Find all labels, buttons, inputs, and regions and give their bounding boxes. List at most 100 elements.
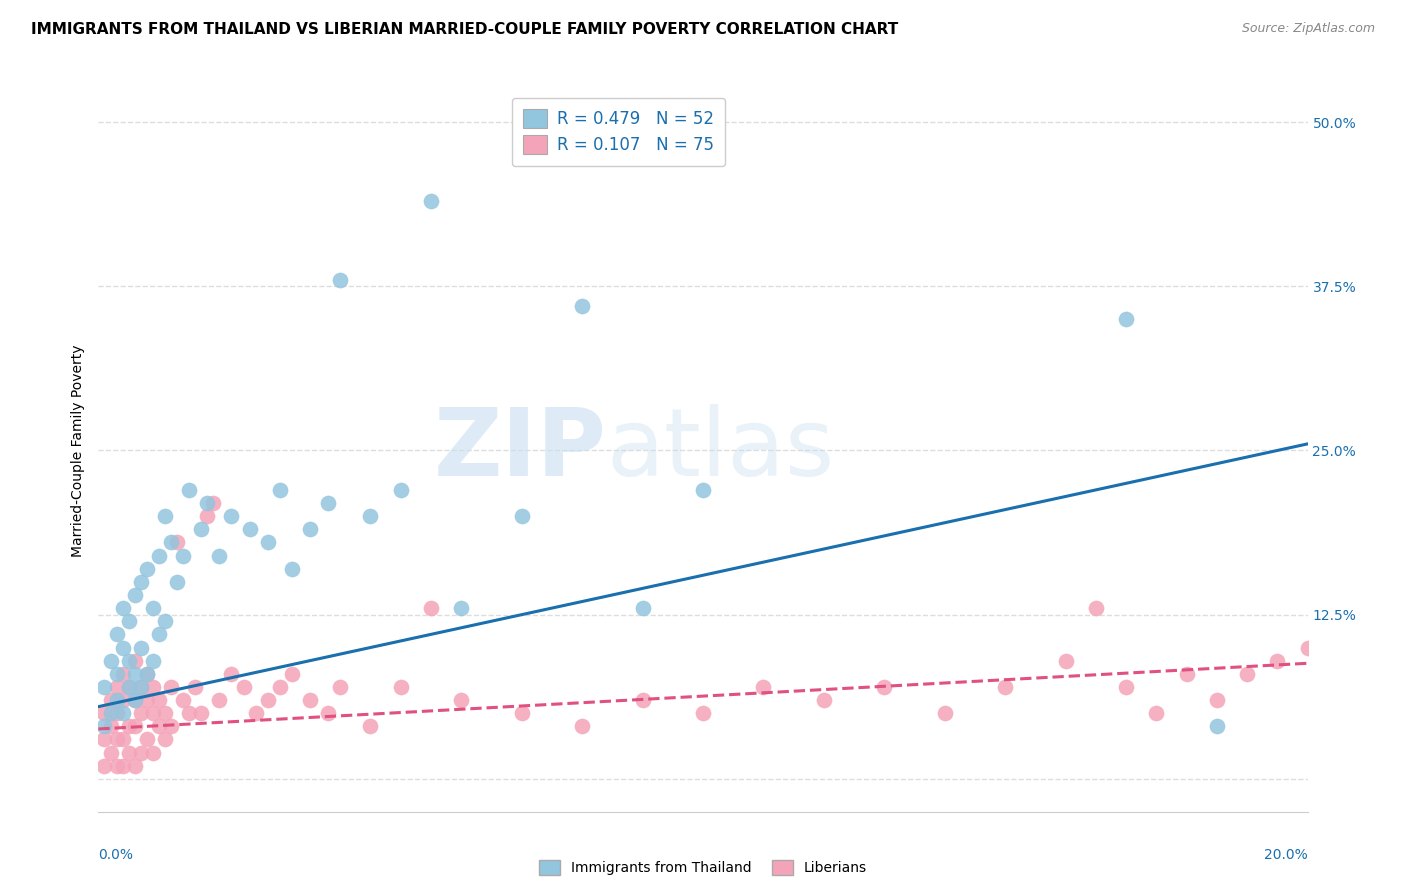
- Point: [1206, 693, 1229, 707]
- Point: [752, 680, 775, 694]
- Point: [420, 601, 443, 615]
- Point: [124, 719, 146, 733]
- Point: [135, 666, 157, 681]
- Point: [166, 574, 188, 589]
- Point: [269, 483, 291, 497]
- Point: [129, 706, 152, 721]
- Point: [124, 588, 146, 602]
- Point: [813, 693, 835, 707]
- Point: [93, 719, 115, 733]
- Point: [994, 680, 1017, 694]
- Point: [208, 549, 231, 563]
- Point: [934, 706, 956, 721]
- Point: [105, 693, 128, 707]
- Point: [179, 706, 201, 721]
- Point: [299, 522, 322, 536]
- Point: [160, 680, 183, 694]
- Point: [256, 693, 278, 707]
- Point: [160, 535, 183, 549]
- Point: [202, 496, 225, 510]
- Point: [100, 654, 122, 668]
- Point: [100, 746, 122, 760]
- Point: [692, 483, 714, 497]
- Point: [124, 758, 146, 772]
- Point: [93, 758, 115, 772]
- Point: [129, 680, 152, 694]
- Point: [148, 693, 170, 707]
- Point: [135, 693, 157, 707]
- Point: [105, 732, 128, 747]
- Point: [221, 509, 243, 524]
- Point: [111, 732, 134, 747]
- Point: [111, 758, 134, 772]
- Point: [105, 680, 128, 694]
- Point: [129, 640, 152, 655]
- Point: [420, 194, 443, 208]
- Point: [153, 706, 176, 721]
- Point: [245, 706, 267, 721]
- Point: [172, 693, 194, 707]
- Point: [873, 680, 896, 694]
- Text: 0.0%: 0.0%: [98, 847, 134, 862]
- Point: [142, 706, 165, 721]
- Point: [135, 562, 157, 576]
- Point: [389, 680, 412, 694]
- Point: [692, 706, 714, 721]
- Point: [281, 562, 304, 576]
- Text: Source: ZipAtlas.com: Source: ZipAtlas.com: [1241, 22, 1375, 36]
- Text: ZIP: ZIP: [433, 404, 606, 497]
- Point: [571, 299, 593, 313]
- Point: [269, 680, 291, 694]
- Point: [1267, 654, 1289, 668]
- Point: [124, 654, 146, 668]
- Point: [100, 706, 122, 721]
- Point: [190, 522, 212, 536]
- Point: [1144, 706, 1167, 721]
- Point: [221, 666, 243, 681]
- Point: [153, 614, 176, 628]
- Point: [100, 693, 122, 707]
- Point: [105, 758, 128, 772]
- Point: [450, 693, 472, 707]
- Text: atlas: atlas: [606, 404, 835, 497]
- Point: [316, 496, 339, 510]
- Point: [124, 666, 146, 681]
- Point: [142, 680, 165, 694]
- Point: [105, 666, 128, 681]
- Point: [135, 732, 157, 747]
- Point: [93, 732, 115, 747]
- Point: [1175, 666, 1198, 681]
- Point: [571, 719, 593, 733]
- Point: [1115, 312, 1137, 326]
- Text: 20.0%: 20.0%: [1264, 847, 1308, 862]
- Point: [316, 706, 339, 721]
- Point: [148, 549, 170, 563]
- Point: [232, 680, 254, 694]
- Point: [111, 601, 134, 615]
- Point: [129, 680, 152, 694]
- Point: [1206, 719, 1229, 733]
- Point: [172, 549, 194, 563]
- Point: [239, 522, 262, 536]
- Point: [166, 535, 188, 549]
- Point: [179, 483, 201, 497]
- Point: [111, 693, 134, 707]
- Point: [389, 483, 412, 497]
- Point: [105, 627, 128, 641]
- Point: [93, 706, 115, 721]
- Point: [208, 693, 231, 707]
- Text: IMMIGRANTS FROM THAILAND VS LIBERIAN MARRIED-COUPLE FAMILY POVERTY CORRELATION C: IMMIGRANTS FROM THAILAND VS LIBERIAN MAR…: [31, 22, 898, 37]
- Point: [118, 680, 141, 694]
- Point: [129, 574, 152, 589]
- Point: [1296, 640, 1319, 655]
- Point: [1054, 654, 1077, 668]
- Point: [631, 601, 654, 615]
- Point: [124, 693, 146, 707]
- Point: [450, 601, 472, 615]
- Point: [281, 666, 304, 681]
- Point: [105, 706, 128, 721]
- Point: [256, 535, 278, 549]
- Point: [118, 614, 141, 628]
- Point: [153, 732, 176, 747]
- Point: [299, 693, 322, 707]
